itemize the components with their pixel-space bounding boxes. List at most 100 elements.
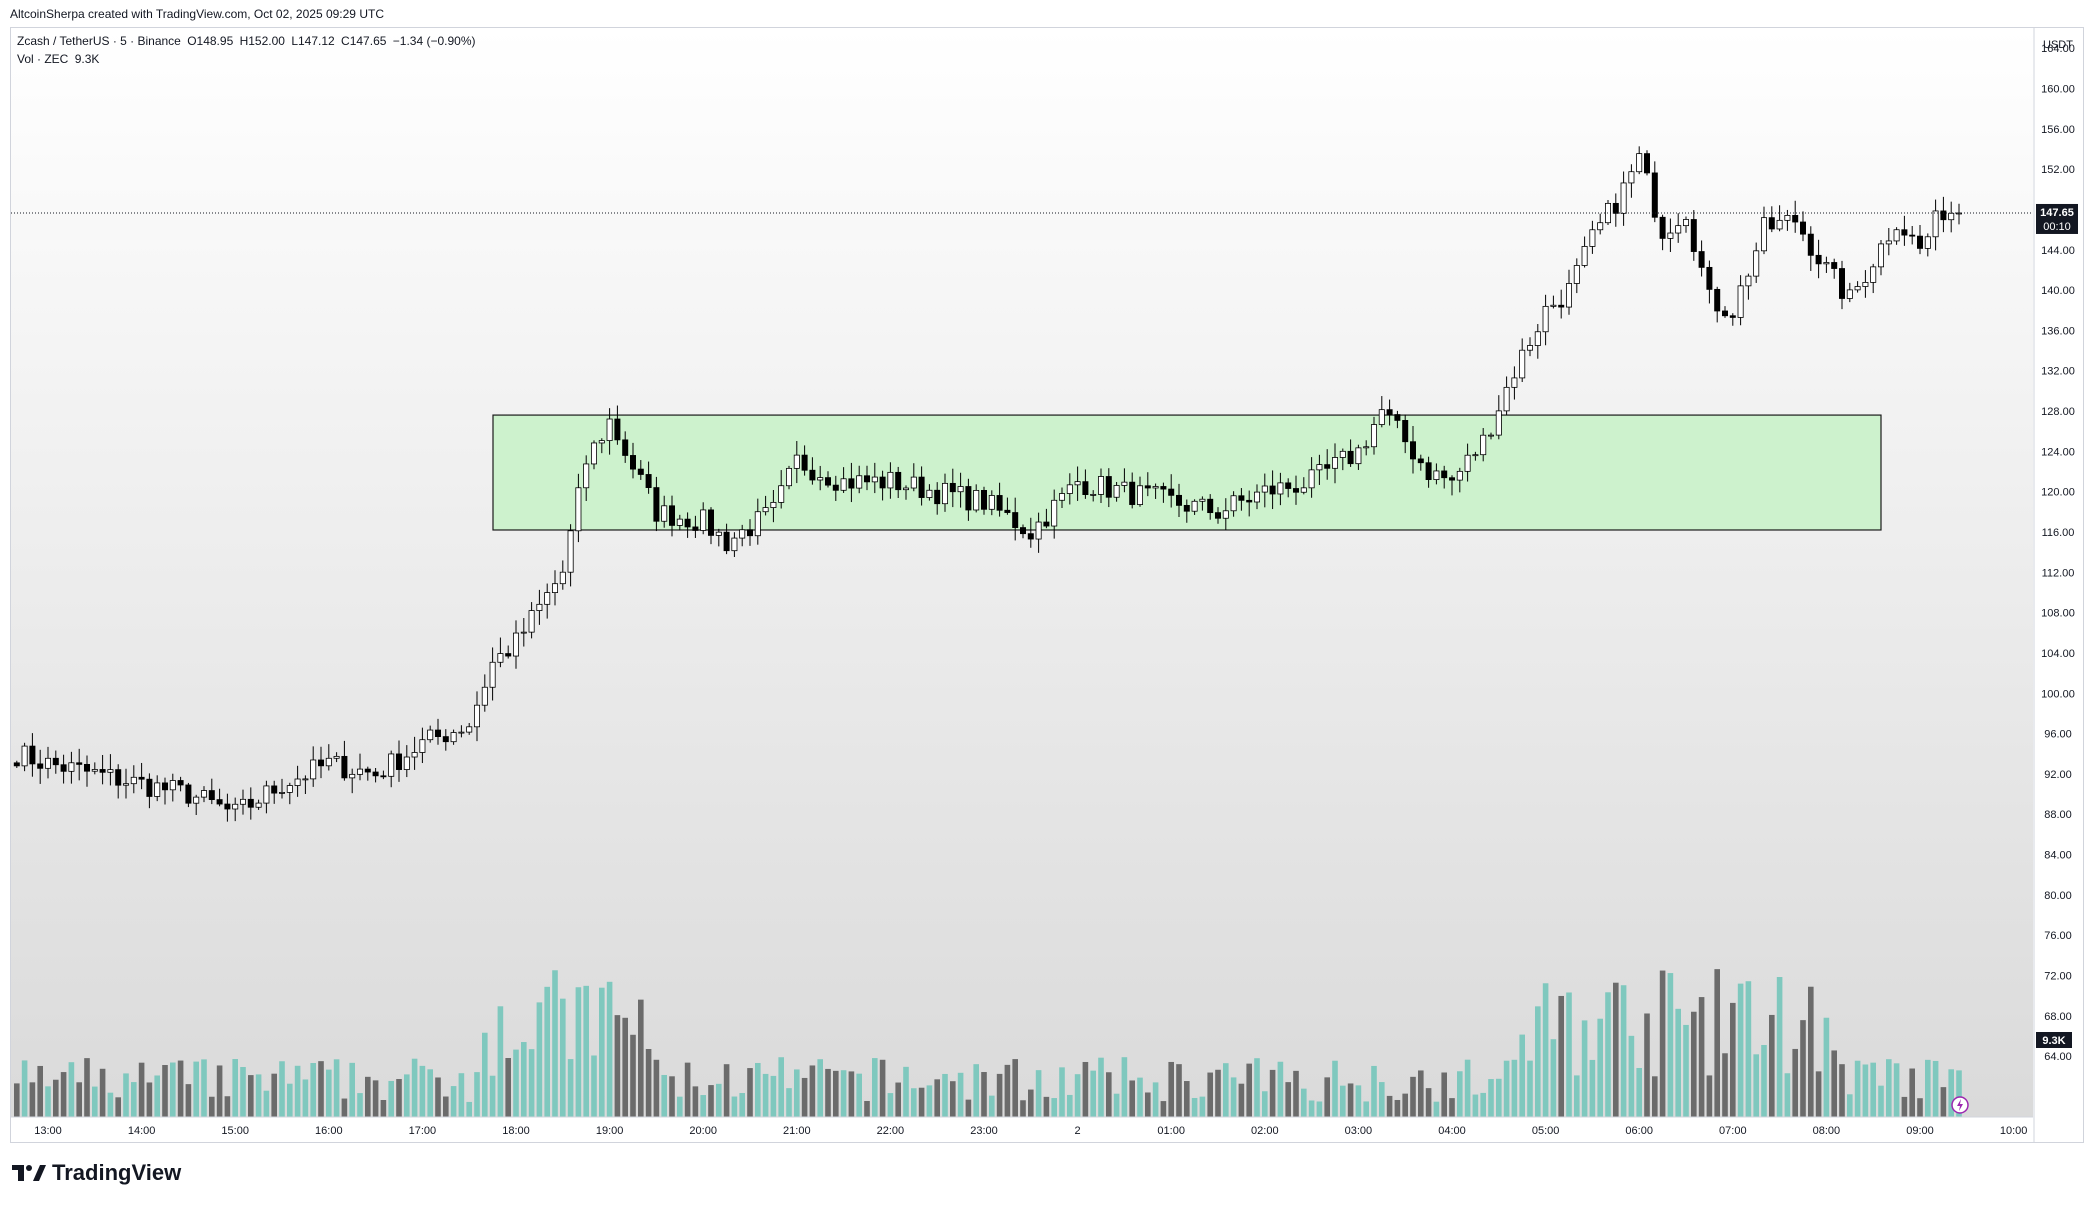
volume-bar — [1605, 992, 1611, 1117]
volume-bar — [497, 1006, 504, 1117]
volume-bar — [1644, 1013, 1650, 1117]
volume-bar — [482, 1032, 488, 1117]
volume-bar — [1152, 1082, 1159, 1117]
candle-body — [669, 505, 676, 526]
candle-body — [676, 518, 683, 526]
volume-bar — [778, 1057, 784, 1117]
candle-body — [1316, 464, 1323, 471]
volume-bar — [739, 1093, 745, 1117]
volume-bar — [1464, 1059, 1471, 1117]
time-tick-label: 07:00 — [1719, 1125, 1747, 1137]
candle-body — [84, 763, 91, 772]
volume-bar — [474, 1072, 480, 1117]
volume-bar — [1129, 1080, 1135, 1117]
time-tick-label: 13:00 — [34, 1125, 62, 1137]
candle-body — [1534, 331, 1541, 346]
volume-bar — [123, 1073, 129, 1117]
volume-bar — [599, 987, 605, 1117]
candle-body — [973, 490, 980, 511]
candle-body — [918, 476, 925, 498]
volume-bar — [224, 1096, 231, 1117]
volume-bar — [302, 1079, 309, 1117]
volume-bar — [1730, 1002, 1736, 1117]
time-tick-label: 14:00 — [128, 1125, 156, 1137]
volume-bar — [107, 1092, 114, 1117]
candle-body — [700, 509, 707, 531]
legend-symbol[interactable]: Zcash / TetherUS · 5 · Binance — [17, 34, 181, 48]
candle-body — [832, 484, 839, 491]
candle-body — [591, 442, 598, 465]
candle-body — [606, 418, 613, 441]
candle-body — [442, 736, 449, 743]
candle-body — [965, 486, 972, 511]
candle-body — [1222, 510, 1229, 519]
volume-bar — [1277, 1061, 1284, 1117]
candle-body — [934, 489, 941, 505]
candle-body — [1854, 286, 1861, 291]
candle-body — [731, 537, 738, 552]
volume-legend[interactable]: Vol · ZEC 9.3K — [17, 52, 99, 66]
volume-bar — [1722, 1053, 1728, 1117]
candle-body — [91, 769, 98, 772]
candle-body — [1901, 229, 1908, 236]
candle-body — [1012, 512, 1019, 528]
volume-bar — [864, 1100, 870, 1117]
chart-canvas[interactable]: USDT164.00160.00156.00152.00148.00144.00… — [0, 0, 2096, 1150]
candle-body — [1831, 262, 1838, 269]
candle-body — [1402, 420, 1409, 443]
candle-body — [1503, 386, 1510, 412]
volume-bar — [396, 1079, 402, 1117]
candle-body — [879, 476, 886, 489]
legend-vol-value: 9.3K — [74, 52, 100, 66]
candle-body — [1355, 447, 1362, 465]
candle-body — [825, 477, 832, 486]
volume-bar — [45, 1086, 51, 1117]
volume-bar — [357, 1093, 363, 1117]
candle-body — [1745, 275, 1752, 287]
volume-bar — [216, 1065, 223, 1117]
volume-bar — [1472, 1094, 1479, 1117]
candle-body — [489, 661, 496, 688]
volume-bar — [1449, 1098, 1455, 1117]
candle-body — [1722, 310, 1729, 317]
price-tick-label: 132.00 — [2041, 366, 2075, 378]
volume-bar — [786, 1088, 792, 1117]
volume-bar — [708, 1085, 714, 1117]
volume-bar — [1613, 982, 1619, 1117]
chart-frame[interactable] — [10, 27, 2084, 1143]
candle-body — [1706, 266, 1713, 290]
candle-body — [1589, 229, 1596, 247]
candle-body — [419, 739, 426, 753]
candle-body — [715, 531, 722, 536]
candle-body — [1815, 254, 1822, 265]
candle-body — [138, 776, 145, 780]
volume-badge — [2036, 1032, 2072, 1048]
price-tick-label: 156.00 — [2041, 124, 2075, 136]
time-tick-label: 01:00 — [1157, 1125, 1185, 1137]
candle-body — [1339, 450, 1346, 458]
volume-bar — [1199, 1096, 1206, 1117]
candle-body — [1433, 470, 1440, 480]
volume-bar — [1597, 1018, 1603, 1117]
candle-body — [1090, 493, 1097, 496]
volume-bar — [521, 1042, 527, 1117]
symbol-legend[interactable]: Zcash / TetherUS · 5 · Binance O148.95 H… — [17, 34, 476, 48]
candle-body — [1620, 182, 1627, 214]
volume-bar — [911, 1088, 917, 1117]
volume-bar — [138, 1062, 145, 1117]
candle-body — [528, 610, 535, 633]
volume-bar — [154, 1075, 160, 1117]
candle-body — [1074, 481, 1081, 486]
volume-bar — [1862, 1064, 1869, 1117]
candle-body — [1566, 283, 1573, 308]
candle-body — [161, 782, 168, 791]
volume-bar — [591, 1055, 597, 1117]
candle-body — [1893, 229, 1900, 242]
candle-body — [1269, 485, 1276, 495]
candle-body — [1285, 482, 1292, 489]
volume-bar — [1269, 1069, 1276, 1117]
volume-bar — [76, 1082, 82, 1117]
candle-body — [239, 798, 246, 805]
volume-bar — [638, 999, 644, 1117]
volume-bar — [60, 1072, 67, 1117]
